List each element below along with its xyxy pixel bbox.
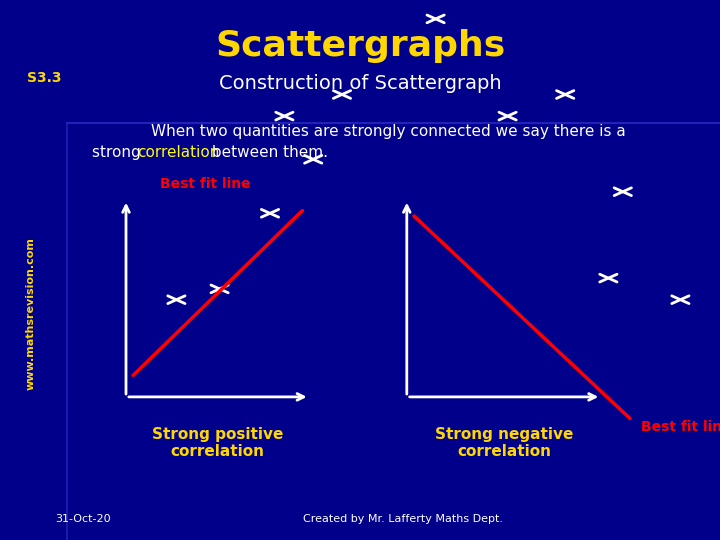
Text: Strong positive
correlation: Strong positive correlation	[152, 427, 284, 459]
Text: Created by Mr. Lafferty Maths Dept.: Created by Mr. Lafferty Maths Dept.	[303, 515, 503, 524]
Text: www.mathsrevision.com: www.mathsrevision.com	[26, 237, 36, 390]
Text: between them.: between them.	[207, 145, 328, 160]
Text: Best fit line: Best fit line	[641, 420, 720, 434]
Text: When two quantities are strongly connected we say there is a: When two quantities are strongly connect…	[151, 124, 626, 139]
Text: S3.3: S3.3	[27, 71, 62, 85]
Text: strong: strong	[92, 145, 145, 160]
Text: Construction of Scattergraph: Construction of Scattergraph	[219, 74, 501, 93]
Text: Strong negative
correlation: Strong negative correlation	[435, 427, 573, 459]
Text: correlation: correlation	[137, 145, 219, 160]
Text: 31-Oct-20: 31-Oct-20	[55, 515, 111, 524]
Text: Scattergraphs: Scattergraphs	[215, 29, 505, 63]
Text: Best fit line: Best fit line	[160, 177, 251, 191]
